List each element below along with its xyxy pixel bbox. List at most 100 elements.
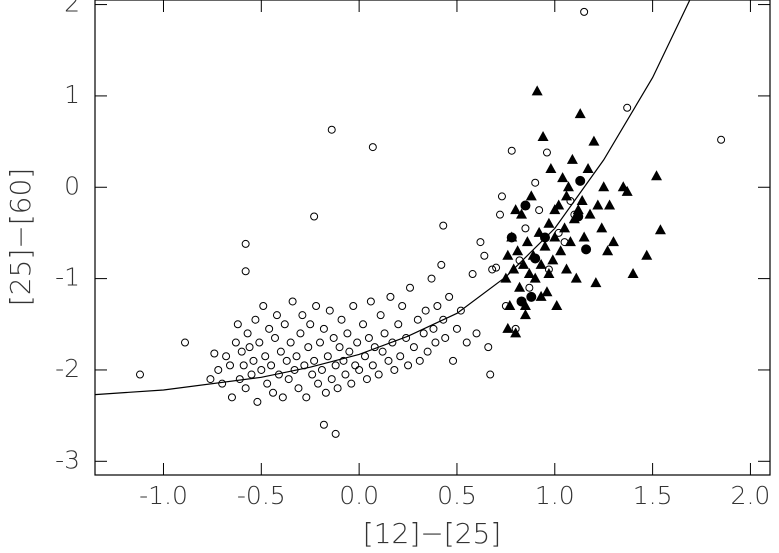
open-point — [316, 338, 324, 347]
open-point — [218, 379, 227, 388]
x-tick-label: -0.5 — [237, 481, 286, 510]
open-point — [419, 329, 428, 338]
open-point — [484, 343, 493, 352]
triangle-point — [574, 108, 586, 119]
open-point — [255, 338, 264, 347]
open-point — [542, 148, 551, 157]
y-tick-label: 1 — [64, 80, 80, 109]
triangle-point — [555, 245, 567, 256]
open-point — [210, 349, 219, 358]
open-point — [292, 352, 301, 361]
open-point — [488, 265, 497, 274]
open-point — [329, 333, 338, 342]
open-point — [452, 324, 461, 333]
open-point — [521, 224, 530, 233]
open-point — [327, 375, 336, 384]
open-point — [439, 221, 448, 230]
triangle-point — [512, 245, 524, 256]
y-tick-label: -3 — [55, 445, 80, 474]
open-point — [445, 292, 454, 301]
triangle-point — [559, 222, 571, 233]
open-point — [239, 361, 248, 370]
open-point — [253, 397, 262, 406]
open-point — [343, 329, 352, 338]
triangle-point — [607, 236, 619, 247]
fit-curve — [94, 0, 691, 396]
triangle-point — [590, 277, 602, 288]
open-point — [302, 393, 311, 402]
triangle-point — [543, 217, 555, 228]
y-tick-label: 2 — [64, 0, 80, 18]
x-tick-label: 2.0 — [731, 481, 771, 510]
open-point — [409, 343, 418, 352]
open-point — [136, 370, 144, 379]
open-point — [366, 297, 375, 306]
triangle-point — [627, 268, 639, 279]
triangle-point — [564, 236, 576, 247]
open-point — [241, 239, 250, 248]
triangle-point — [510, 204, 522, 215]
open-point — [580, 7, 589, 16]
open-point — [531, 178, 540, 187]
triangle-point — [535, 290, 547, 301]
triangle-point — [516, 208, 528, 219]
open-point — [278, 393, 287, 402]
filled-point — [506, 232, 517, 243]
open-point — [566, 196, 575, 205]
open-point — [241, 384, 250, 393]
triangle-point — [596, 222, 608, 233]
triangle-point — [651, 170, 663, 181]
open-point — [384, 356, 393, 365]
triangle-point — [562, 181, 574, 192]
open-point — [269, 388, 278, 397]
triangle-point — [517, 258, 529, 269]
open-point — [449, 356, 458, 365]
y-axis-title: [25]−[60] — [4, 168, 37, 306]
triangle-point — [598, 181, 610, 192]
triangle-point — [621, 185, 633, 196]
triangle-point — [519, 309, 531, 320]
open-point — [271, 333, 279, 342]
open-point — [259, 302, 268, 311]
open-point — [376, 311, 385, 320]
triangle-point — [510, 327, 522, 338]
filled-point — [575, 175, 586, 186]
open-point — [441, 333, 450, 342]
open-point — [263, 379, 272, 388]
triangle-point — [549, 231, 561, 242]
open-point — [231, 338, 240, 347]
x-tick-label: 1.5 — [633, 481, 673, 510]
open-point — [355, 365, 364, 374]
triangle-point — [566, 153, 578, 164]
x-tick-label: 1.0 — [535, 481, 575, 510]
open-point — [235, 375, 244, 384]
open-point — [265, 324, 274, 333]
open-point — [368, 361, 377, 370]
filled-point — [516, 296, 527, 307]
open-point — [486, 370, 495, 379]
open-point — [341, 370, 350, 379]
open-point — [233, 320, 242, 329]
open-point — [353, 338, 362, 347]
open-point — [404, 361, 413, 370]
open-point — [331, 361, 340, 370]
open-point — [507, 146, 516, 155]
open-point — [378, 347, 387, 356]
open-point — [462, 338, 471, 347]
open-point — [380, 329, 389, 338]
triangle-point — [508, 263, 520, 274]
open-point — [319, 420, 328, 429]
triangle-point — [572, 204, 584, 215]
triangle-point — [578, 231, 590, 242]
x-tick-label: -1.0 — [139, 481, 188, 510]
open-point — [413, 315, 422, 324]
open-point — [370, 343, 379, 352]
open-point — [476, 238, 485, 247]
open-point — [333, 384, 342, 393]
open-point — [468, 270, 477, 279]
open-point — [267, 361, 276, 370]
filled-point — [526, 291, 537, 302]
open-point — [433, 302, 442, 311]
open-point — [249, 356, 258, 365]
open-point — [325, 306, 334, 315]
